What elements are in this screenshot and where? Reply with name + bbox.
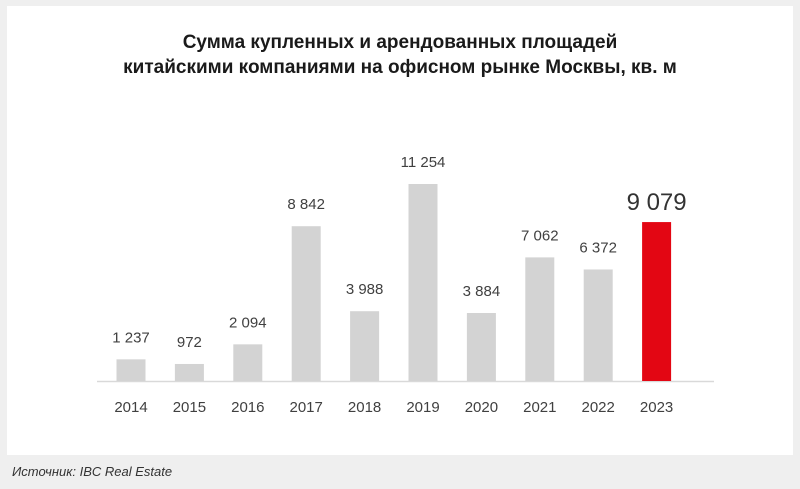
chart-title: Сумма купленных и арендованных площадей … [7,30,793,80]
bar-2015 [174,363,204,381]
data-label-2019: 11 254 [401,154,446,171]
x-tick-label-2020: 2020 [465,399,498,416]
bar-2023 [642,222,672,381]
data-label-2017: 8 842 [287,196,325,213]
x-tick-label-2017: 2017 [290,399,323,416]
data-label-2022: 6 372 [579,239,617,256]
data-label-2020: 3 884 [463,283,501,300]
source-note: Источник: IBC Real Estate [12,464,173,479]
chart-title-line-1: Сумма купленных и арендованных площадей [182,32,618,53]
bar-2014 [116,359,146,381]
x-tick-label-2019: 2019 [406,399,439,416]
x-tick-label-2014: 2014 [114,399,147,416]
chart-title-line-2: китайскими компаниями на офисном рынке М… [123,57,677,78]
bar-2019 [408,184,438,381]
x-tick-label-2022: 2022 [582,399,615,416]
x-tick-label-2015: 2015 [173,399,206,416]
x-tick-label-2023: 2023 [640,399,673,416]
bar-2017 [291,226,321,381]
data-label-2015: 972 [177,334,202,351]
chart-card: Сумма купленных и арендованных площадей … [7,6,793,455]
bar-2021 [525,257,555,381]
bar-2016 [233,344,263,381]
data-label-2018: 3 988 [346,281,384,298]
data-label-2014: 1 237 [112,329,150,346]
x-tick-label-2021: 2021 [523,399,556,416]
data-label-2023: 9 079 [627,189,687,216]
bar-2018 [350,311,380,381]
bar-2022 [583,269,613,381]
x-tick-label-2016: 2016 [231,399,264,416]
bar-2020 [466,313,496,381]
data-label-2021: 7 062 [521,227,559,244]
x-tick-label-2018: 2018 [348,399,381,416]
data-label-2016: 2 094 [229,314,267,331]
bar-chart: 1 237 2014 972 2015 2 094 2016 8 842 2017 3 988 2… [97,154,714,416]
